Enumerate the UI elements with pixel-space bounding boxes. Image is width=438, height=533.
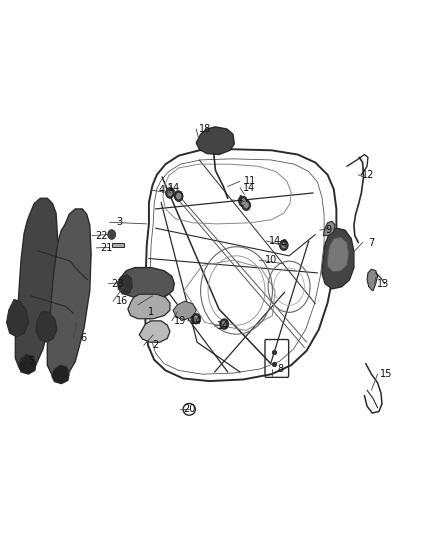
- Text: 12: 12: [362, 170, 374, 180]
- Circle shape: [222, 321, 227, 327]
- Text: 6: 6: [80, 334, 86, 343]
- Circle shape: [194, 316, 199, 322]
- Circle shape: [176, 193, 181, 199]
- Text: 1: 1: [148, 307, 154, 317]
- Polygon shape: [36, 312, 57, 342]
- Text: 19: 19: [174, 316, 187, 326]
- Polygon shape: [18, 354, 36, 374]
- Polygon shape: [119, 268, 174, 298]
- Polygon shape: [52, 365, 69, 384]
- Polygon shape: [173, 301, 196, 320]
- Circle shape: [279, 240, 288, 251]
- Text: 14: 14: [217, 321, 230, 331]
- Text: 10: 10: [265, 255, 277, 265]
- Text: 4: 4: [281, 239, 287, 248]
- Circle shape: [240, 198, 246, 205]
- Polygon shape: [196, 127, 234, 155]
- Polygon shape: [117, 274, 132, 294]
- Circle shape: [192, 313, 201, 324]
- Text: 15: 15: [380, 369, 392, 379]
- Polygon shape: [367, 269, 378, 290]
- Circle shape: [167, 190, 173, 196]
- Circle shape: [174, 191, 183, 201]
- Text: 4: 4: [158, 185, 164, 195]
- Circle shape: [244, 202, 249, 208]
- Polygon shape: [7, 300, 28, 337]
- Text: 23: 23: [111, 279, 124, 288]
- Text: 13: 13: [377, 279, 389, 288]
- Polygon shape: [112, 243, 124, 247]
- Polygon shape: [47, 209, 91, 377]
- Polygon shape: [15, 198, 58, 372]
- Circle shape: [239, 196, 247, 207]
- Text: 20: 20: [183, 405, 195, 414]
- Text: 16: 16: [116, 296, 128, 306]
- Text: 22: 22: [95, 231, 108, 240]
- Text: 21: 21: [100, 243, 112, 253]
- Polygon shape: [322, 228, 354, 289]
- Text: 14: 14: [168, 183, 180, 192]
- Text: 14: 14: [190, 316, 202, 326]
- Text: 5: 5: [28, 357, 35, 366]
- Polygon shape: [128, 294, 170, 319]
- Text: 14: 14: [243, 183, 255, 192]
- Circle shape: [166, 188, 174, 198]
- Circle shape: [242, 200, 251, 211]
- Text: 14: 14: [269, 236, 281, 246]
- Text: 7: 7: [368, 238, 374, 247]
- Text: 2: 2: [152, 341, 159, 350]
- Text: 3: 3: [116, 217, 122, 227]
- Text: 9: 9: [325, 225, 332, 235]
- Polygon shape: [323, 221, 335, 236]
- Text: 8: 8: [277, 364, 283, 374]
- Text: 11: 11: [244, 176, 256, 186]
- Text: 4: 4: [237, 195, 243, 205]
- Circle shape: [281, 242, 286, 248]
- Text: 18: 18: [199, 124, 211, 134]
- Circle shape: [220, 319, 229, 329]
- Polygon shape: [328, 237, 349, 272]
- Polygon shape: [139, 321, 170, 342]
- Circle shape: [108, 230, 116, 239]
